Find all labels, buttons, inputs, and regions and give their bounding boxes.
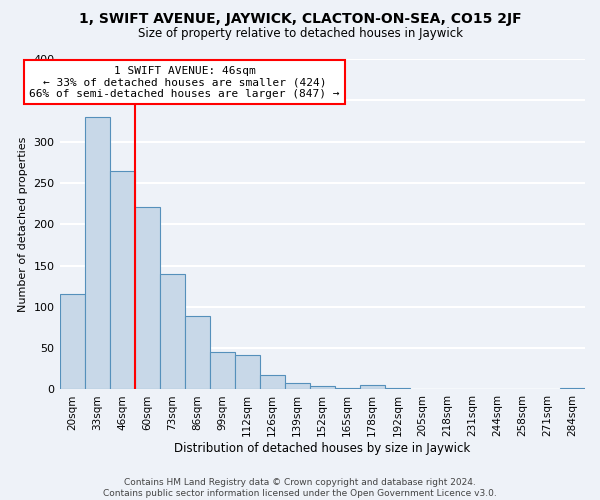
Text: 1 SWIFT AVENUE: 46sqm
← 33% of detached houses are smaller (424)
66% of semi-det: 1 SWIFT AVENUE: 46sqm ← 33% of detached …: [29, 66, 340, 99]
Bar: [285, 383, 310, 390]
Bar: [460, 388, 485, 390]
Bar: [385, 388, 410, 390]
Y-axis label: Number of detached properties: Number of detached properties: [18, 136, 28, 312]
Bar: [235, 355, 260, 390]
Bar: [185, 316, 209, 390]
Text: Size of property relative to detached houses in Jaywick: Size of property relative to detached ho…: [137, 28, 463, 40]
Bar: [134, 207, 160, 390]
Bar: [435, 388, 460, 390]
Text: 1, SWIFT AVENUE, JAYWICK, CLACTON-ON-SEA, CO15 2JF: 1, SWIFT AVENUE, JAYWICK, CLACTON-ON-SEA…: [79, 12, 521, 26]
Bar: [310, 386, 335, 390]
Text: Contains HM Land Registry data © Crown copyright and database right 2024.
Contai: Contains HM Land Registry data © Crown c…: [103, 478, 497, 498]
X-axis label: Distribution of detached houses by size in Jaywick: Distribution of detached houses by size …: [174, 442, 470, 455]
Bar: [360, 384, 385, 390]
Bar: [110, 170, 134, 390]
Bar: [560, 388, 585, 390]
Bar: [335, 388, 360, 390]
Bar: [209, 352, 235, 390]
Bar: [59, 294, 85, 390]
Bar: [410, 388, 435, 390]
Bar: [85, 117, 110, 390]
Bar: [160, 274, 185, 390]
Bar: [260, 374, 285, 390]
